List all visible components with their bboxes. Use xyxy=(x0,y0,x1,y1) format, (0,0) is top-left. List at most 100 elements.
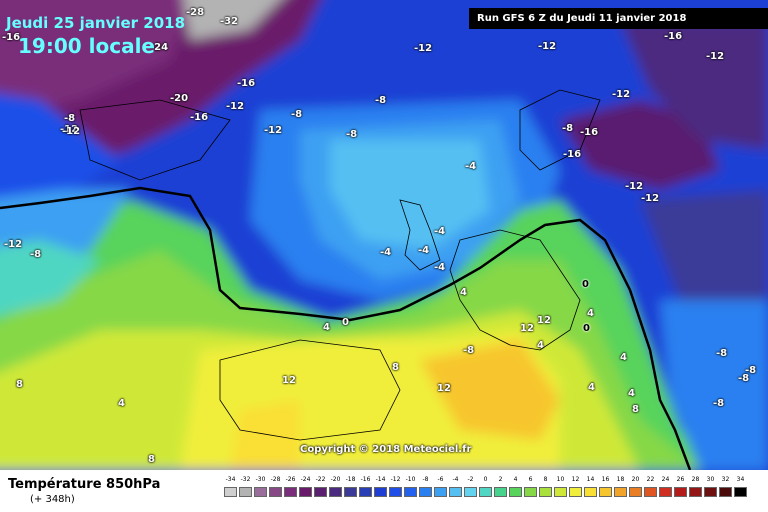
contour-label: -16 xyxy=(580,127,599,138)
scale-tick-label: -14 xyxy=(375,476,386,483)
scale-tick-label: 34 xyxy=(736,476,745,483)
scale-swatch xyxy=(224,487,237,497)
contour-label: 4 xyxy=(628,388,635,399)
contour-label: -16 xyxy=(190,112,209,123)
contour-label: -8 xyxy=(562,123,574,134)
scale-tick-label: -4 xyxy=(452,476,459,483)
contour-label: -20 xyxy=(170,93,189,104)
copyright: Copyright © 2018 Meteociel.fr xyxy=(300,444,472,455)
contour-label: -12 xyxy=(226,101,245,112)
scale-tick-label: -26 xyxy=(285,476,296,483)
scale-swatch xyxy=(719,487,732,497)
contour-label: 4 xyxy=(587,308,594,319)
scale-swatch xyxy=(704,487,717,497)
temperature-map: -28 -32 -16 -24 -12 -12 -16 -12 -20 -12 … xyxy=(0,0,768,470)
contour-label: -16 xyxy=(2,32,21,43)
contour-label: -12 xyxy=(641,193,660,204)
scale-tick-label: -32 xyxy=(240,476,251,483)
contour-label: -12 xyxy=(538,41,557,52)
scale-tick-label: -24 xyxy=(300,476,311,483)
contour-label: 12 xyxy=(537,315,551,326)
scale-swatch xyxy=(344,487,357,497)
scale-swatch xyxy=(419,487,432,497)
contour-label: 0 xyxy=(583,323,590,334)
contour-label: -8 xyxy=(64,113,76,124)
scale-tick-label: 16 xyxy=(601,476,610,483)
contour-label: -32 xyxy=(220,16,239,27)
scale-tick-label: 10 xyxy=(556,476,565,483)
scale-swatch xyxy=(659,487,672,497)
contour-label: -28 xyxy=(186,7,205,18)
scale-tick-label: 4 xyxy=(513,476,518,483)
scale-tick-label: 12 xyxy=(571,476,580,483)
scale-swatch xyxy=(239,487,252,497)
scale-tick-label: -16 xyxy=(360,476,371,483)
scale-tick-label: -34 xyxy=(225,476,236,483)
contour-label: -12 xyxy=(612,89,631,100)
contour-label: -8 xyxy=(346,129,358,140)
scale-swatch xyxy=(674,487,687,497)
contour-label: -8 xyxy=(716,348,728,359)
scale-tick-label: 8 xyxy=(543,476,548,483)
scale-tick-label: 22 xyxy=(646,476,655,483)
contour-label: -8 xyxy=(30,249,42,260)
scale-tick-label: -10 xyxy=(405,476,416,483)
scale-swatch xyxy=(524,487,537,497)
scale-tick-label: 30 xyxy=(706,476,715,483)
scale-tick-label: -22 xyxy=(315,476,326,483)
contour-label: -16 xyxy=(563,149,582,160)
contour-label: 4 xyxy=(588,382,595,393)
forecast-time: 19:00 locale xyxy=(18,34,155,58)
contour-label: 4 xyxy=(537,340,544,351)
contour-label: -16 xyxy=(664,31,683,42)
scale-swatch xyxy=(479,487,492,497)
scale-tick-label: -2 xyxy=(467,476,474,483)
scale-tick-label: 24 xyxy=(661,476,670,483)
contour-label: -4 xyxy=(465,161,477,172)
contour-label: -8 xyxy=(745,365,757,376)
scale-tick-label: 32 xyxy=(721,476,730,483)
contour-label: -12 xyxy=(264,125,283,136)
scale-swatch xyxy=(464,487,477,497)
contour-label: -12 xyxy=(62,126,81,137)
scale-tick-label: -28 xyxy=(270,476,281,483)
scale-tick-label: 0 xyxy=(483,476,488,483)
scale-tick-label: 20 xyxy=(631,476,640,483)
contour-label: 4 xyxy=(118,398,125,409)
map-title: Température 850hPa xyxy=(8,477,161,492)
contour-label: 12 xyxy=(437,383,451,394)
scale-swatch xyxy=(734,487,747,497)
contour-label: -12 xyxy=(706,51,725,62)
scale-tick-label: -18 xyxy=(345,476,356,483)
contour-label: -24 xyxy=(150,42,169,53)
scale-swatch xyxy=(449,487,462,497)
scale-tick-label: 18 xyxy=(616,476,625,483)
scale-tick-label: 6 xyxy=(528,476,533,483)
contour-label: -8 xyxy=(375,95,387,106)
scale-swatch xyxy=(644,487,657,497)
contour-label: -4 xyxy=(434,226,446,237)
scale-swatch xyxy=(299,487,312,497)
contour-label: 8 xyxy=(148,454,155,465)
contour-label: 4 xyxy=(323,322,330,333)
contour-label: 4 xyxy=(620,352,627,363)
scale-swatch xyxy=(569,487,582,497)
scale-tick-label: -6 xyxy=(437,476,444,483)
scale-swatch xyxy=(374,487,387,497)
contour-label: -12 xyxy=(625,181,644,192)
scale-swatch xyxy=(494,487,507,497)
contour-label: 12 xyxy=(282,375,296,386)
scale-tick-label: 28 xyxy=(691,476,700,483)
contour-label: 0 xyxy=(582,279,589,290)
contour-label: 0 xyxy=(342,317,349,328)
scale-swatch xyxy=(689,487,702,497)
scale-swatch xyxy=(269,487,282,497)
contour-label: -12 xyxy=(4,239,23,250)
contour-label: -16 xyxy=(237,78,256,89)
run-info: Run GFS 6 Z du Jeudi 11 janvier 2018 xyxy=(469,8,768,29)
contour-label: 4 xyxy=(460,287,467,298)
contour-label: -4 xyxy=(380,247,392,258)
scale-swatch xyxy=(434,487,447,497)
scale-swatch xyxy=(284,487,297,497)
